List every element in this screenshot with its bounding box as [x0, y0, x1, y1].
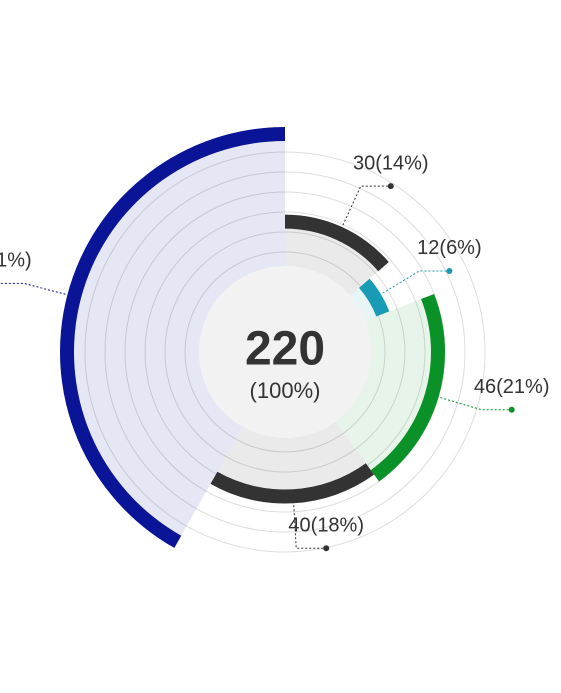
sector-fill	[335, 299, 431, 471]
ring	[84, 151, 486, 553]
leader-line	[382, 270, 450, 294]
ring	[164, 231, 406, 473]
rose-arc	[359, 278, 390, 317]
rose-arc	[285, 214, 389, 272]
leader-dot	[323, 545, 330, 552]
value-label: 30(14%)	[353, 152, 429, 174]
leader-line	[0, 282, 66, 295]
total-label: (100%)	[250, 378, 321, 403]
value-label: 92(41%)	[0, 250, 32, 272]
ring	[184, 251, 386, 453]
sector-fill	[74, 141, 285, 536]
value-label: 12(6%)	[417, 237, 481, 259]
value-label: 46(21%)	[474, 376, 550, 398]
sector-fill	[349, 287, 377, 321]
leader-line	[440, 397, 512, 411]
ring	[104, 171, 466, 533]
sector-fill	[217, 421, 366, 490]
leader-dot	[387, 183, 394, 190]
leader-dot	[508, 406, 515, 413]
sector-fill	[285, 228, 379, 296]
rose-arc	[370, 293, 445, 482]
leader-dot	[446, 267, 453, 274]
value-label: 40(18%)	[288, 514, 364, 536]
rose-arc	[210, 463, 375, 504]
total: 220	[245, 323, 325, 376]
center-disc	[199, 266, 371, 438]
